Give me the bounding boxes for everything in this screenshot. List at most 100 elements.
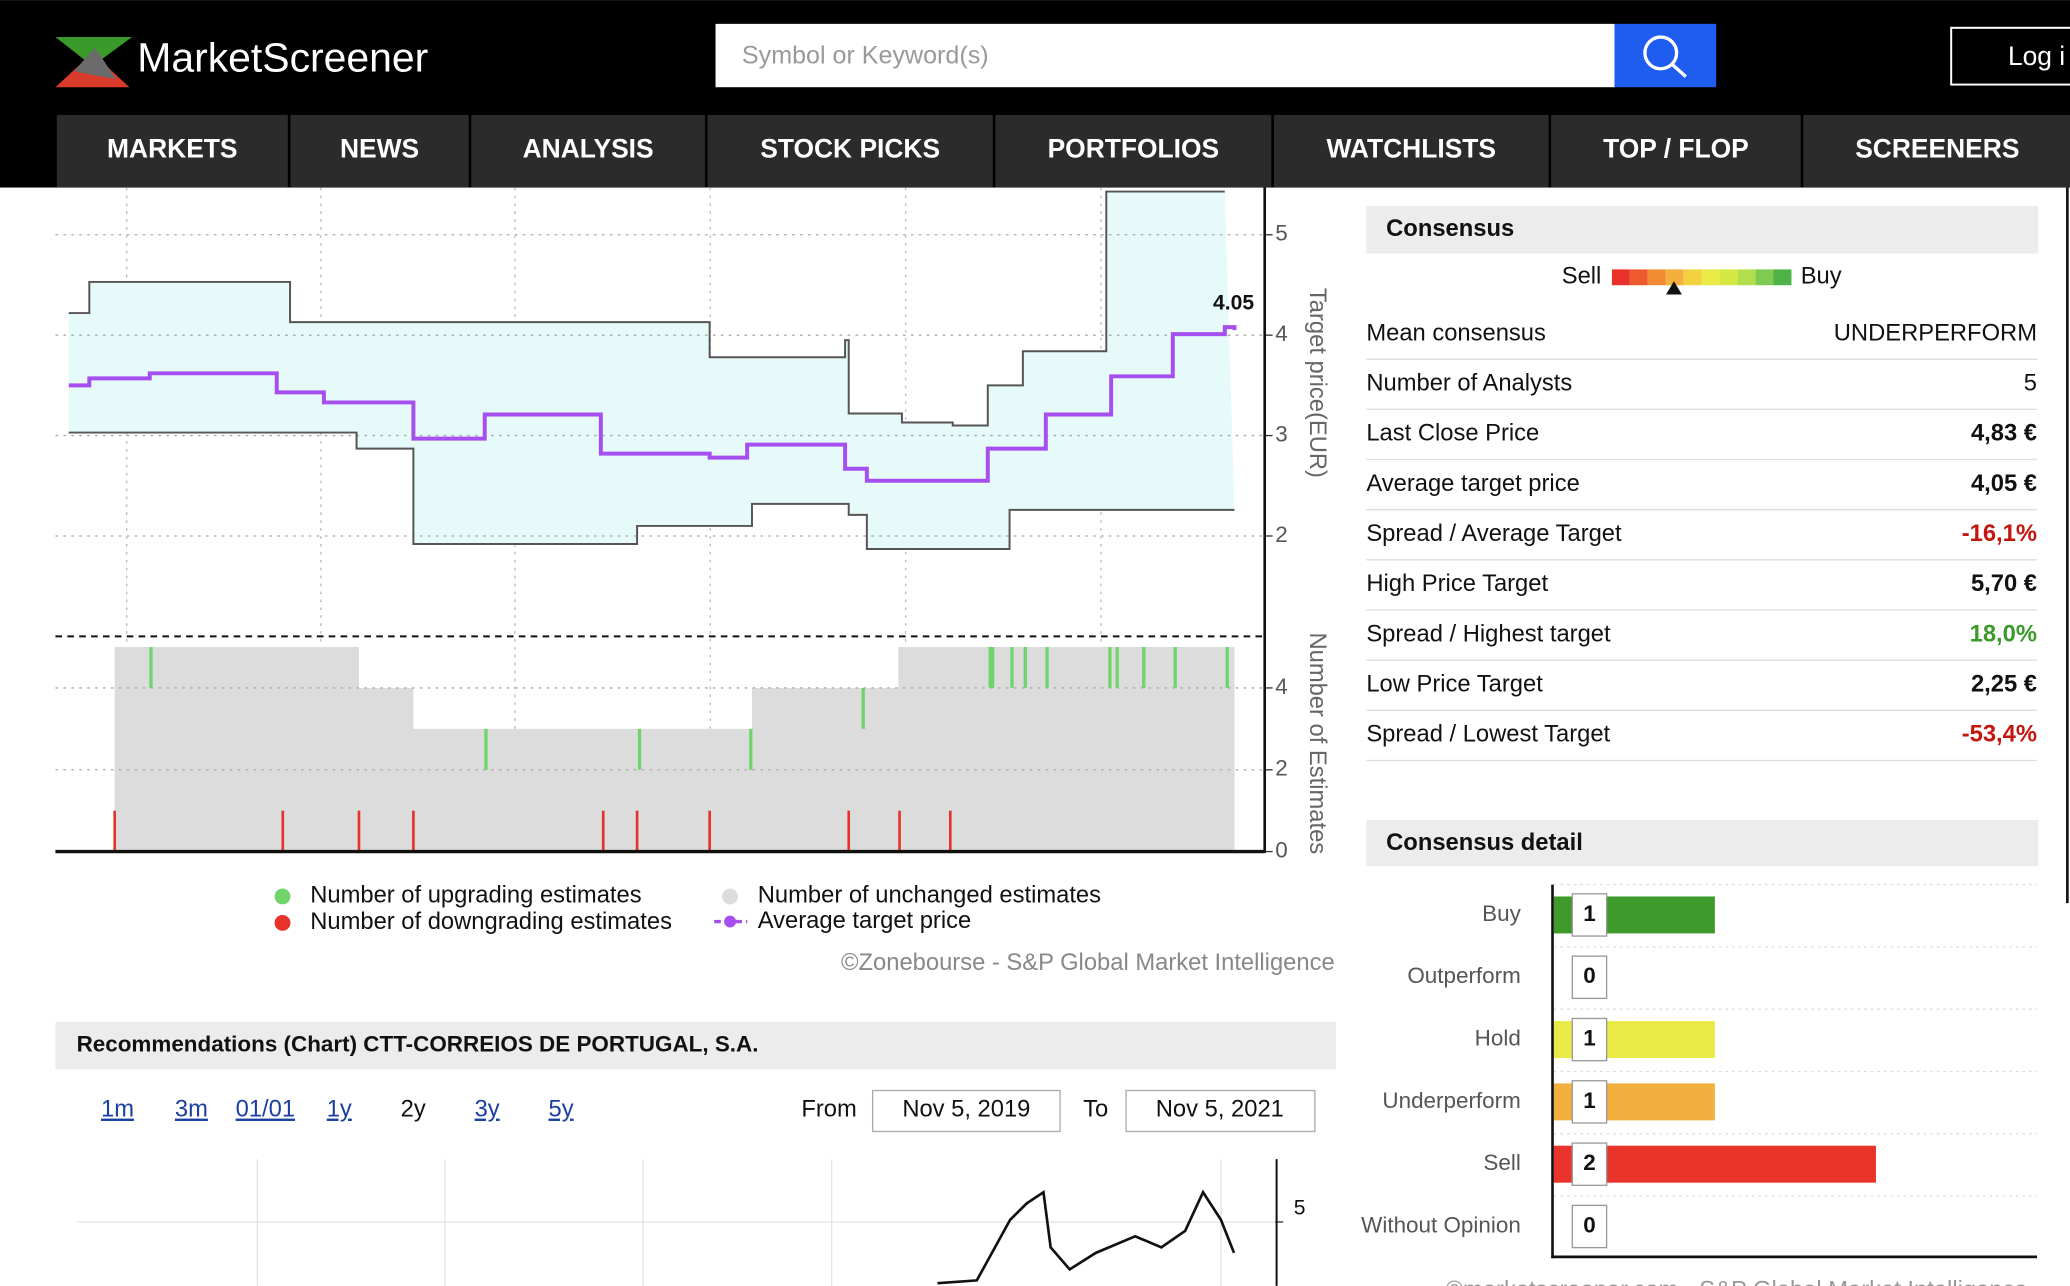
date-value: Nov 5, 2019 — [902, 1096, 1030, 1123]
nav-item[interactable]: NEWS — [340, 134, 419, 164]
bar-value: 0 — [1583, 1212, 1595, 1237]
search-input[interactable] — [715, 23, 1615, 88]
to-input[interactable] — [1125, 1089, 1316, 1133]
period-link[interactable]: 1y — [327, 1096, 352, 1123]
gauge-cell — [1737, 269, 1756, 286]
gauge-cell — [1611, 269, 1630, 286]
row-value: -53,4% — [1962, 721, 2037, 748]
row-label: Average target price — [1366, 470, 1579, 497]
gauge-cell — [1701, 269, 1720, 286]
legend-dot — [274, 888, 291, 905]
nav-item-bg[interactable] — [1551, 114, 1801, 188]
y-tick-label: 5 — [1275, 221, 1287, 246]
date-label: To — [1083, 1096, 1108, 1123]
search-button[interactable] — [1614, 23, 1717, 88]
nav-item-bg[interactable] — [290, 114, 469, 188]
value-box — [1571, 1080, 1608, 1124]
credit: ©Zonebourse - S&P Global Market Intellig… — [841, 949, 1335, 976]
legend-label: Number of downgrading estimates — [310, 908, 672, 935]
row-label: Last Close Price — [1366, 420, 1539, 447]
period-link[interactable]: 5y — [549, 1096, 574, 1123]
nav-item[interactable]: STOCK PICKS — [760, 134, 940, 164]
bar-value: 1 — [1583, 901, 1595, 926]
row-label: Spread / Highest target — [1366, 620, 1611, 647]
category-label: Buy — [1482, 901, 1521, 926]
nav-item-bg[interactable] — [707, 114, 993, 188]
nav-item[interactable]: TOP / FLOP — [1603, 134, 1749, 164]
nav-item-bg[interactable] — [1803, 114, 2070, 188]
gauge-cell — [1629, 269, 1648, 286]
logo-text[interactable]: MarketScreener — [137, 35, 428, 81]
legend-label: Average target price — [758, 907, 971, 934]
section-title: Consensus detail — [1386, 829, 1583, 856]
nav-item[interactable]: PORTFOLIOS — [1048, 134, 1220, 164]
category-label: Without Opinion — [1361, 1212, 1521, 1237]
row-value: 2,25 € — [1971, 671, 2037, 698]
bar-value: 2 — [1583, 1150, 1595, 1175]
nav-item[interactable]: SCREENERS — [1855, 134, 2019, 164]
gauge-cell — [1683, 269, 1702, 286]
scale-label: Buy — [1801, 263, 1842, 290]
y-axis-label: Target price(EUR) — [1304, 288, 1331, 478]
y-tick-label: 5 — [1294, 1196, 1306, 1219]
nav-item-bg[interactable] — [56, 114, 288, 188]
value-box — [1571, 893, 1608, 937]
gauge-cell — [1755, 269, 1774, 286]
period-link[interactable]: 3y — [475, 1096, 500, 1123]
login-button[interactable] — [1950, 26, 2070, 86]
gauge-cell — [1647, 269, 1666, 286]
y-tick-label: 0 — [1275, 838, 1287, 863]
period-link[interactable]: 01/01 — [236, 1096, 295, 1123]
nav-item[interactable]: ANALYSIS — [523, 134, 654, 164]
nav-item-bg[interactable] — [471, 114, 705, 188]
row-label: Mean consensus — [1366, 319, 1546, 346]
from-input[interactable] — [871, 1089, 1061, 1133]
y-tick-label: 3 — [1275, 421, 1287, 446]
category-label: Hold — [1475, 1025, 1521, 1050]
bar — [1553, 1145, 1876, 1183]
legend-dot — [722, 888, 738, 905]
unchanged-area — [114, 647, 1235, 852]
nav-item-bg[interactable] — [995, 114, 1272, 188]
legend-dot — [274, 914, 291, 931]
period-link[interactable]: 2y — [401, 1096, 426, 1123]
period-link[interactable]: 3m — [175, 1096, 208, 1123]
section-title: Consensus — [1386, 215, 1514, 242]
search-icon — [1643, 35, 1687, 78]
category-label: Outperform — [1407, 963, 1520, 988]
target-bound-line — [68, 431, 1235, 551]
row-value: 18,0% — [1970, 620, 2037, 647]
row-value: 5,70 € — [1971, 570, 2037, 597]
row-value: 5 — [2024, 370, 2037, 397]
date-label: From — [801, 1096, 856, 1123]
y-tick-label: 2 — [1275, 522, 1287, 547]
average-target-line — [68, 325, 1237, 483]
value-box — [1571, 1142, 1608, 1186]
row-label: Low Price Target — [1366, 671, 1543, 698]
logo-icon — [55, 37, 133, 88]
section-title: Recommendations (Chart) CTT-CORREIOS DE … — [77, 1032, 759, 1057]
nav-item-bg[interactable] — [1273, 114, 1549, 188]
period-link[interactable]: 1m — [101, 1096, 134, 1123]
y-tick-label: 2 — [1275, 756, 1287, 781]
row-label: High Price Target — [1366, 570, 1548, 597]
y-axis-label: Number of Estimates — [1304, 632, 1331, 854]
consensus-header-bg — [1366, 206, 2039, 254]
bar-value: 1 — [1583, 1088, 1595, 1113]
nav-item[interactable]: MARKETS — [107, 134, 237, 164]
legend-label: Number of upgrading estimates — [310, 882, 641, 909]
gauge-marker — [1666, 281, 1682, 295]
detail-header-bg — [1366, 819, 2039, 867]
value-box — [1571, 1017, 1608, 1062]
legend-label: Number of unchanged estimates — [758, 882, 1101, 909]
row-value: UNDERPERFORM — [1834, 319, 2037, 346]
gauge-cell — [1773, 269, 1792, 286]
gauge-cell — [1665, 269, 1684, 286]
value-box — [1571, 955, 1608, 1000]
price-line — [937, 1189, 1236, 1285]
category-label: Sell — [1483, 1150, 1520, 1175]
nav-item[interactable]: WATCHLISTS — [1326, 134, 1496, 164]
annotation: 4.05 — [1213, 291, 1254, 314]
